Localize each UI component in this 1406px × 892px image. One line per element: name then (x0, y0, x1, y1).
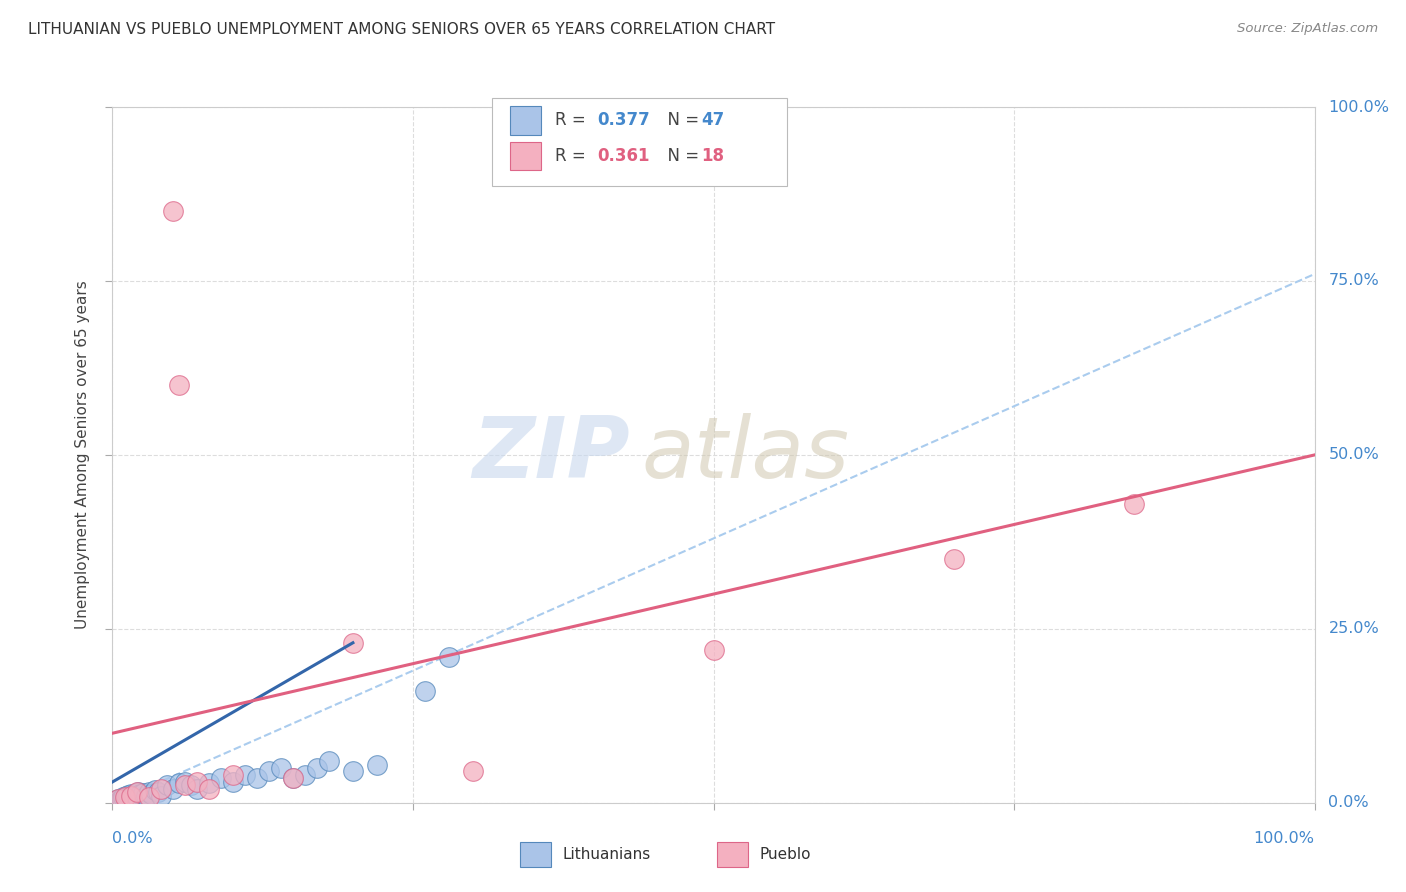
Point (122, 787, 145, 801)
Text: 100.0%: 100.0% (1329, 100, 1389, 114)
Point (107, 792, 129, 806)
Text: 0.377: 0.377 (598, 112, 651, 129)
Point (413, 684, 436, 698)
Point (281, 772, 304, 786)
Point (105, 794, 128, 808)
Text: R =: R = (555, 112, 592, 129)
Point (135, 789, 157, 803)
Point (366, 757, 388, 772)
Text: LITHUANIAN VS PUEBLO UNEMPLOYMENT AMONG SENIORS OVER 65 YEARS CORRELATION CHART: LITHUANIAN VS PUEBLO UNEMPLOYMENT AMONG … (28, 22, 775, 37)
Text: Source: ZipAtlas.com: Source: ZipAtlas.com (1237, 22, 1378, 36)
Text: Lithuanians: Lithuanians (562, 847, 651, 862)
Point (209, 772, 232, 786)
Point (129, 788, 152, 802)
Point (131, 786, 153, 800)
Point (120, 788, 142, 802)
Point (167, 378, 190, 392)
Point (318, 754, 340, 768)
Point (138, 785, 160, 799)
Point (186, 781, 208, 796)
Text: 18: 18 (702, 147, 724, 165)
Text: ZIP: ZIP (472, 413, 630, 497)
Point (127, 785, 149, 799)
Point (942, 552, 965, 566)
Point (342, 636, 364, 650)
Point (294, 768, 316, 782)
Point (149, 789, 172, 803)
Point (437, 649, 460, 664)
Text: atlas: atlas (641, 413, 849, 497)
Point (139, 788, 162, 802)
Point (107, 792, 129, 806)
Text: N =: N = (657, 147, 704, 165)
Point (197, 781, 219, 796)
Point (186, 775, 208, 789)
Point (342, 764, 364, 779)
Text: 100.0%: 100.0% (1254, 830, 1315, 846)
Text: 0.361: 0.361 (598, 147, 650, 165)
Point (270, 761, 292, 775)
Point (115, 789, 138, 804)
Point (222, 768, 245, 782)
Point (305, 761, 328, 775)
Point (104, 794, 127, 808)
Text: R =: R = (555, 147, 592, 165)
Text: 47: 47 (702, 112, 725, 129)
Point (117, 788, 139, 802)
Point (125, 790, 148, 805)
Text: 0.0%: 0.0% (1329, 796, 1369, 810)
Point (162, 204, 184, 219)
Point (180, 778, 202, 792)
Text: 50.0%: 50.0% (1329, 448, 1379, 462)
Point (167, 776, 190, 790)
Point (246, 772, 269, 786)
Point (138, 790, 160, 805)
Point (1123, 497, 1146, 511)
Point (233, 768, 256, 782)
Point (114, 791, 136, 805)
Point (143, 783, 166, 797)
Point (125, 785, 148, 799)
Point (108, 793, 131, 807)
Point (222, 775, 245, 789)
Point (257, 764, 280, 779)
Point (146, 785, 169, 799)
Point (162, 781, 184, 796)
Text: Pueblo: Pueblo (759, 847, 811, 862)
Point (702, 642, 725, 657)
Y-axis label: Unemployment Among Seniors over 65 years: Unemployment Among Seniors over 65 years (75, 281, 90, 629)
Text: 25.0%: 25.0% (1329, 622, 1379, 636)
Point (173, 778, 195, 792)
Point (121, 790, 143, 805)
Point (155, 778, 177, 792)
Point (173, 775, 195, 789)
Point (110, 792, 132, 806)
Text: 0.0%: 0.0% (112, 830, 153, 846)
Point (111, 791, 134, 805)
Point (120, 789, 142, 803)
Point (197, 776, 219, 790)
Point (114, 790, 136, 805)
Point (461, 764, 484, 779)
Point (149, 781, 172, 796)
Text: N =: N = (657, 112, 704, 129)
Point (114, 789, 136, 803)
Point (105, 794, 128, 808)
Point (122, 789, 145, 803)
Point (281, 772, 304, 786)
Point (112, 790, 135, 805)
Text: 75.0%: 75.0% (1329, 274, 1379, 288)
